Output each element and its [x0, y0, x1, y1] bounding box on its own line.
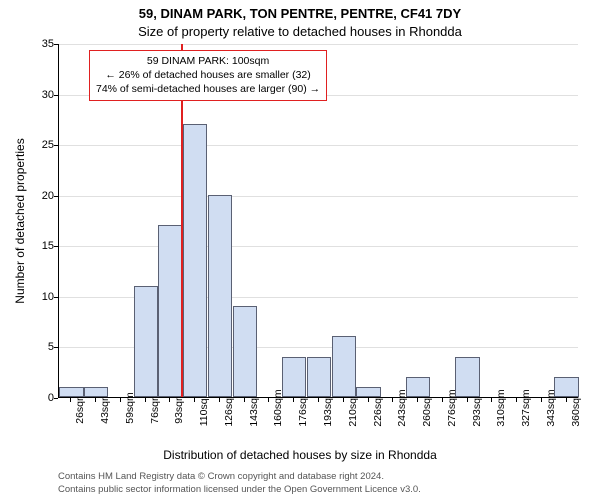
- annotation-line3: 74% of semi-detached houses are larger (…: [96, 82, 320, 96]
- annotation-line2: ← 26% of detached houses are smaller (32…: [96, 68, 320, 82]
- annotation-line1: 59 DINAM PARK: 100sqm: [96, 54, 320, 68]
- chart-title-main: 59, DINAM PARK, TON PENTRE, PENTRE, CF41…: [0, 6, 600, 21]
- y-tick-label: 30: [30, 89, 54, 101]
- x-tick-mark: [417, 398, 418, 402]
- y-tick-mark: [54, 145, 58, 146]
- x-tick-mark: [491, 398, 492, 402]
- x-tick-mark: [120, 398, 121, 402]
- x-tick-mark: [318, 398, 319, 402]
- x-tick-mark: [219, 398, 220, 402]
- x-tick-mark: [467, 398, 468, 402]
- y-axis-label-container: Number of detached properties: [10, 44, 26, 398]
- x-tick-mark: [169, 398, 170, 402]
- x-tick-mark: [95, 398, 96, 402]
- x-tick-mark: [194, 398, 195, 402]
- footer-line2: Contains public sector information licen…: [58, 484, 421, 496]
- histogram-bar: [332, 336, 356, 397]
- y-tick-label: 10: [30, 291, 54, 303]
- y-tick-mark: [54, 196, 58, 197]
- x-axis-label: Distribution of detached houses by size …: [0, 448, 600, 462]
- histogram-bar: [356, 387, 380, 397]
- x-tick-mark: [541, 398, 542, 402]
- x-tick-mark: [516, 398, 517, 402]
- y-axis-label: Number of detached properties: [13, 121, 27, 321]
- footer-attribution: Contains HM Land Registry data © Crown c…: [58, 471, 421, 496]
- x-tick-mark: [442, 398, 443, 402]
- histogram-bar: [134, 286, 158, 397]
- histogram-bar: [208, 195, 232, 397]
- x-tick-mark: [566, 398, 567, 402]
- y-tick-mark: [54, 95, 58, 96]
- x-tick-mark: [368, 398, 369, 402]
- x-tick-mark: [244, 398, 245, 402]
- x-tick-mark: [145, 398, 146, 402]
- x-tick-mark: [293, 398, 294, 402]
- y-tick-label: 25: [30, 139, 54, 151]
- histogram-bar: [455, 357, 479, 397]
- histogram-bar: [233, 306, 257, 397]
- y-tick-mark: [54, 44, 58, 45]
- histogram-bar: [59, 387, 83, 397]
- histogram-bar: [158, 225, 182, 397]
- histogram-bar: [84, 387, 108, 397]
- x-tick-mark: [268, 398, 269, 402]
- y-tick-label: 35: [30, 38, 54, 50]
- histogram-bar: [406, 377, 430, 397]
- histogram-bar: [307, 357, 331, 397]
- y-tick-label: 15: [30, 240, 54, 252]
- histogram-bar: [183, 124, 207, 397]
- chart-title-sub: Size of property relative to detached ho…: [0, 24, 600, 39]
- x-tick-mark: [70, 398, 71, 402]
- y-tick-label: 20: [30, 190, 54, 202]
- y-tick-label: 0: [30, 392, 54, 404]
- y-tick-mark: [54, 347, 58, 348]
- chart-container: 59, DINAM PARK, TON PENTRE, PENTRE, CF41…: [0, 0, 600, 500]
- y-tick-mark: [54, 297, 58, 298]
- x-tick-mark: [392, 398, 393, 402]
- annotation-box: 59 DINAM PARK: 100sqm ← 26% of detached …: [89, 50, 327, 101]
- histogram-bar: [282, 357, 306, 397]
- plot-area: 59 DINAM PARK: 100sqm ← 26% of detached …: [58, 44, 578, 398]
- histogram-bar: [554, 377, 578, 397]
- x-tick-mark: [343, 398, 344, 402]
- y-tick-mark: [54, 246, 58, 247]
- y-tick-label: 5: [30, 341, 54, 353]
- y-tick-mark: [54, 398, 58, 399]
- footer-line1: Contains HM Land Registry data © Crown c…: [58, 471, 421, 483]
